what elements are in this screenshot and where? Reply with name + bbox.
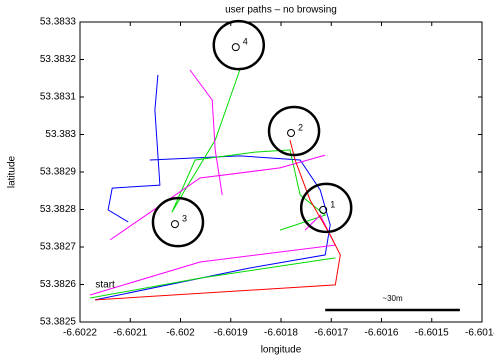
x-tick-label: -6.6016 <box>365 328 399 339</box>
zone-circle <box>267 105 321 157</box>
y-tick-label: 53.3832 <box>40 54 77 65</box>
x-tick-label: -6.602 <box>166 328 195 339</box>
x-tick-label: -6.6022 <box>63 328 97 339</box>
x-tick-label: -6.6017 <box>314 328 348 339</box>
zone-point <box>319 205 328 214</box>
zone-circle <box>212 19 266 71</box>
zone-label: 4 <box>243 37 248 47</box>
chart-title: user paths – no browsing <box>225 5 337 16</box>
y-tick-label: 53.3827 <box>40 242 77 253</box>
user-path <box>94 74 331 301</box>
zone-point <box>287 129 296 137</box>
zone-label: 1 <box>330 199 335 209</box>
zone-point <box>231 43 240 52</box>
y-tick-label: 53.3826 <box>40 279 77 290</box>
scale-label: ~30m <box>382 294 403 303</box>
x-axis-label: longitude <box>261 345 302 356</box>
y-tick-label: 53.3828 <box>40 204 77 215</box>
zone-label: 2 <box>298 122 303 132</box>
x-tick-label: -6.6018 <box>264 328 298 339</box>
zone-label: 3 <box>182 214 187 224</box>
y-axis-label: latitude <box>7 155 18 188</box>
y-tick-label: 53.383 <box>45 129 76 140</box>
user-path <box>95 139 341 301</box>
zone-point <box>170 220 179 229</box>
y-tick-label: 53.3831 <box>40 92 77 103</box>
x-tick-label: -6.6021 <box>113 328 147 339</box>
zone-circle <box>151 196 205 248</box>
y-tick-label: 53.3829 <box>40 167 77 178</box>
y-tick-label: 53.3825 <box>40 317 77 328</box>
x-tick-label: -6.6014 <box>465 328 494 339</box>
x-tick-label: -6.6015 <box>415 328 449 339</box>
y-tick-label: 53.3833 <box>40 17 77 28</box>
zone-circle <box>299 182 353 234</box>
x-tick-label: -6.6019 <box>214 328 248 339</box>
start-label: start <box>95 280 115 291</box>
